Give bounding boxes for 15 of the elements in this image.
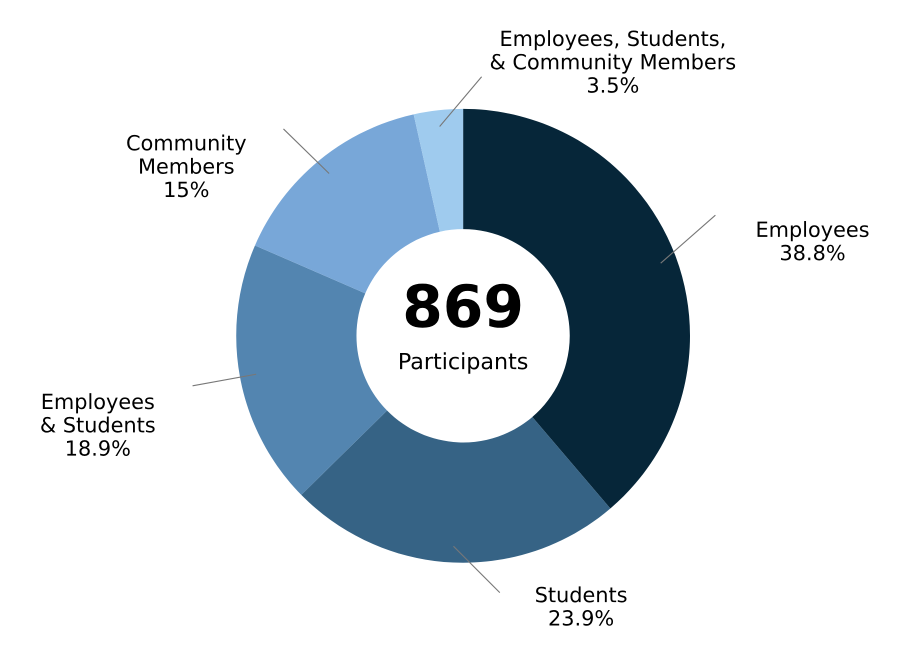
slice-label: Students: [536, 586, 627, 602]
data-label: 18.9%: [67, 440, 130, 456]
donut-slice: [236, 245, 388, 495]
slice-label: Community Members: [127, 134, 246, 174]
data-label: 23.9%: [550, 610, 614, 626]
text: Participants: [400, 352, 528, 374]
data-label: 38.8%: [781, 244, 844, 260]
text: 869: [406, 284, 520, 328]
data-label: 3.5%: [588, 77, 638, 93]
data-label: 15%: [165, 182, 208, 198]
slice-label: Employees & Students: [41, 393, 155, 433]
slice-label: Employees: [758, 221, 869, 242]
slice-label: Employees, Students, & Community Members: [490, 30, 736, 74]
donut-slice: [414, 108, 464, 232]
donut-slice: [301, 410, 610, 563]
